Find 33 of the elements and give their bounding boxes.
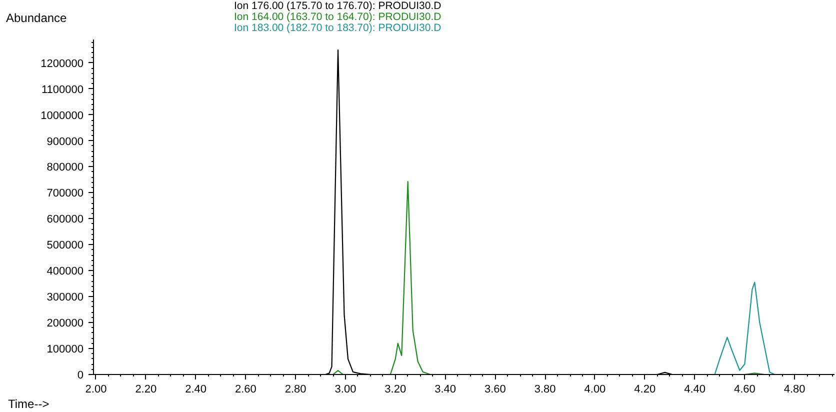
x-tick-label: 2.60 xyxy=(234,384,256,396)
x-tick-label: 4.80 xyxy=(784,384,806,396)
y-tick-label: 1000000 xyxy=(40,110,84,122)
x-axis-title: Time--> xyxy=(8,396,50,412)
x-tick-label: 2.20 xyxy=(135,384,157,396)
x-tick-label: 4.60 xyxy=(734,384,756,396)
y-tick-label: 800000 xyxy=(46,162,84,174)
x-tick-label: 2.00 xyxy=(85,384,107,396)
y-tick-label: 700000 xyxy=(46,188,84,200)
y-axis-title: Abundance xyxy=(6,10,67,27)
text: Ion 176.00 (175.70 to 176.70): PRODUI30.D xyxy=(234,0,442,12)
x-tick-label: 3.60 xyxy=(484,384,506,396)
x-tick-label: 3.00 xyxy=(334,384,356,396)
y-tick-label: 100000 xyxy=(46,344,84,356)
x-tick-label: 3.20 xyxy=(384,384,406,396)
y-tick-label: 300000 xyxy=(46,292,84,304)
x-tick-label: 4.40 xyxy=(684,384,706,396)
x-tick-label: 4.00 xyxy=(584,384,606,396)
y-tick-label: 1100000 xyxy=(41,84,84,96)
x-tick-label: 4.20 xyxy=(634,384,656,396)
y-tick-label: 500000 xyxy=(46,240,84,252)
x-tick-label: 2.40 xyxy=(185,384,207,396)
x-tick-label: 3.80 xyxy=(534,384,556,396)
text: Ion 183.00 (182.70 to 183.70): PRODUI30.D xyxy=(234,22,442,34)
x-tick-label: 2.80 xyxy=(284,384,306,396)
y-tick-label: 0 xyxy=(77,370,84,382)
y-tick-label: 900000 xyxy=(46,136,84,148)
y-tick-label: 400000 xyxy=(46,266,84,278)
y-tick-label: 200000 xyxy=(46,318,84,330)
x-tick-label: 3.40 xyxy=(434,384,456,396)
text: Ion 164.00 (163.70 to 164.70): PRODUI30.D xyxy=(234,11,442,23)
y-tick-label: 1200000 xyxy=(40,58,84,70)
y-tick-label: 600000 xyxy=(46,214,84,226)
